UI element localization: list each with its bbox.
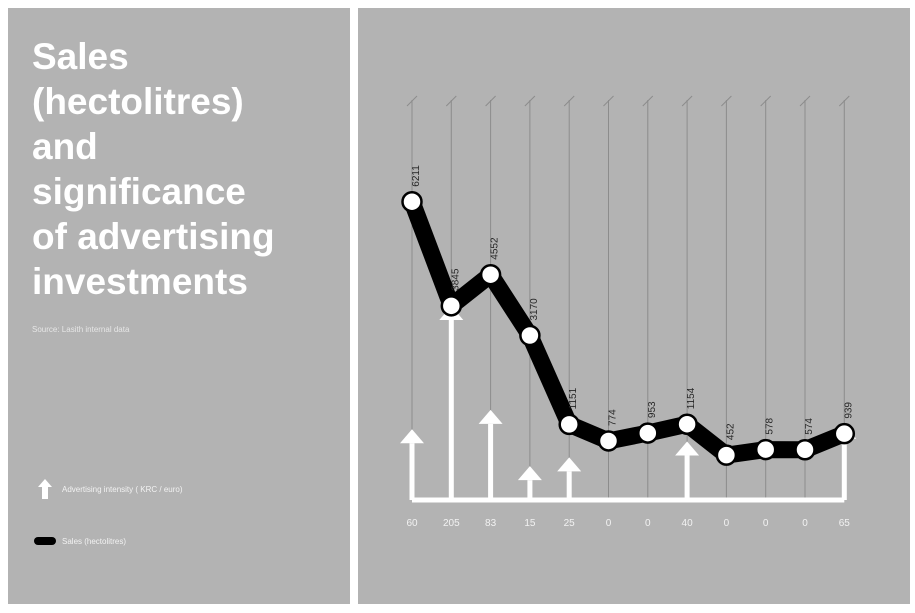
advertising-value-label: 65 bbox=[839, 518, 851, 529]
source-note: Source: Lasith internal data bbox=[32, 325, 130, 334]
advertising-arrow-shaft bbox=[566, 471, 572, 500]
sales-point bbox=[597, 430, 620, 452]
advertising-arrow-shaft bbox=[488, 423, 494, 500]
sales-advertising-chart: 60 205 83 15 25 0 0 40 0 0 0 65 6211 3845 4552 3170 1151… bbox=[400, 95, 857, 529]
advertising-value-label: 0 bbox=[606, 518, 612, 529]
advertising-value-label: 0 bbox=[802, 518, 808, 529]
guide-tick bbox=[406, 95, 418, 107]
advertising-value-label: 0 bbox=[763, 518, 769, 529]
advertising-value-label: 205 bbox=[443, 518, 460, 529]
advertising-arrow-shaft bbox=[684, 455, 690, 500]
chart-title: Sales (hectolitres) and significance of … bbox=[32, 36, 275, 302]
sales-line bbox=[403, 193, 853, 464]
legend-sales: Sales (hectolitres) bbox=[34, 530, 126, 552]
sales-value-label: 1154 bbox=[686, 387, 697, 409]
sales-point bbox=[637, 422, 659, 444]
legend-sales-label: Sales (hectolitres) bbox=[62, 536, 127, 546]
advertising-value-label: 15 bbox=[524, 518, 536, 529]
guide-tick bbox=[485, 95, 496, 107]
sales-value-label: 574 bbox=[804, 418, 815, 435]
guide-tick bbox=[642, 95, 654, 107]
guide-tick bbox=[524, 95, 536, 107]
guide-tick bbox=[838, 95, 850, 107]
arrow-icon bbox=[34, 478, 56, 500]
sales-value-label: 452 bbox=[725, 423, 736, 440]
sales-point bbox=[715, 444, 738, 466]
sales-point bbox=[676, 413, 698, 435]
guide-tick bbox=[799, 95, 811, 107]
advertising-arrow-head bbox=[517, 466, 542, 481]
advertising-value-label: 0 bbox=[724, 518, 730, 529]
sales-point bbox=[794, 438, 816, 461]
sales-point bbox=[519, 324, 541, 347]
advertising-arrow-shaft bbox=[527, 480, 533, 500]
guide-tick bbox=[760, 95, 772, 107]
sales-value-label: 774 bbox=[608, 409, 619, 426]
sales-value-label: 1151 bbox=[568, 387, 579, 409]
advertising-value-label: 0 bbox=[645, 518, 651, 529]
advertising-arrow-head bbox=[675, 441, 700, 456]
advertising-arrow-head bbox=[478, 409, 503, 424]
advertising-value-label: 40 bbox=[682, 518, 694, 529]
guide-tick bbox=[721, 95, 732, 107]
sales-value-label: 953 bbox=[647, 401, 658, 418]
guide-tick bbox=[603, 95, 614, 107]
advertising-arrow-head bbox=[557, 457, 582, 472]
left-panel bbox=[8, 8, 350, 604]
sales-value-label: 4552 bbox=[490, 237, 501, 260]
guide-tick bbox=[681, 95, 693, 107]
legend-advertising-label: Advertising intensity ( KRC / euro) bbox=[62, 484, 183, 494]
advertising-arrow-head bbox=[400, 429, 424, 444]
sales-point bbox=[754, 438, 777, 461]
advertising-value-label: 83 bbox=[485, 518, 497, 529]
legend-advertising: Advertising intensity ( KRC / euro) bbox=[34, 478, 183, 500]
advertising-arrow-shaft bbox=[409, 443, 415, 500]
sales-value-label: 578 bbox=[765, 417, 776, 434]
advertising-value-label: 60 bbox=[406, 518, 418, 529]
sales-point bbox=[401, 190, 423, 213]
guide-tick bbox=[445, 95, 457, 107]
advertising-arrow-shaft bbox=[841, 438, 847, 500]
guide-tick bbox=[563, 95, 575, 107]
sales-value-label: 6211 bbox=[411, 165, 422, 187]
sales-value-label: 3845 bbox=[450, 268, 461, 291]
sales-point bbox=[833, 422, 856, 445]
advertising-value-label: 25 bbox=[564, 518, 576, 529]
sales-value-label: 3170 bbox=[529, 298, 540, 321]
sales-point bbox=[479, 263, 502, 286]
sales-point bbox=[440, 295, 463, 317]
sales-value-label: 939 bbox=[843, 402, 854, 419]
advertising-arrow-shaft bbox=[448, 320, 454, 500]
line-swatch-icon bbox=[34, 530, 56, 552]
sales-point bbox=[558, 413, 580, 436]
